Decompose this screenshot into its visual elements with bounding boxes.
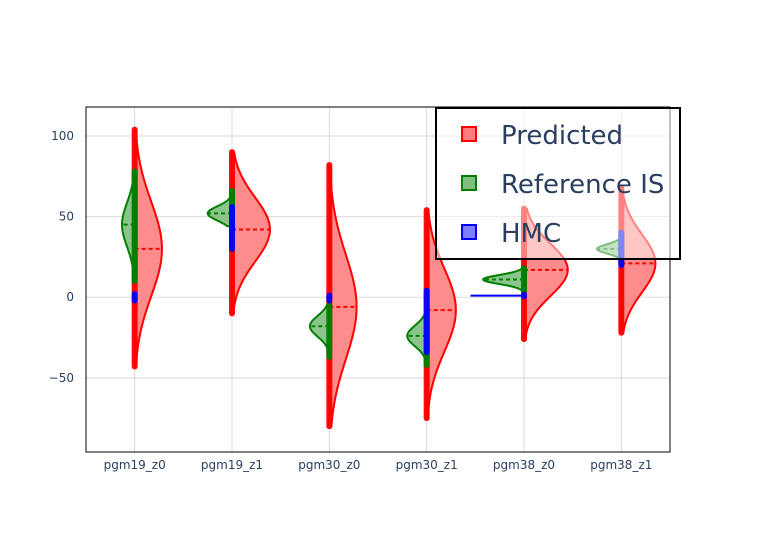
violins: [121, 126, 657, 430]
legend-label-hmc: HMC: [501, 219, 561, 249]
x-tick-label: pgm38_z0: [493, 458, 555, 472]
legend: Predicted Reference IS HMC: [435, 107, 681, 260]
y-tick-label: −50: [49, 371, 74, 385]
violin-predicted-pgm19_z1: [231, 151, 271, 315]
legend-swatch-predicted: [461, 126, 477, 142]
legend-swatch-reference-is: [461, 175, 477, 191]
y-tick-label: 50: [59, 210, 74, 224]
legend-swatch-hmc: [461, 224, 477, 240]
violin-predicted-pgm19_z0: [133, 128, 163, 368]
legend-label-reference-is: Reference IS: [501, 170, 664, 200]
x-tick-label: pgm30_z0: [298, 458, 360, 472]
x-tick-label: pgm19_z1: [201, 458, 263, 472]
y-tick-label: 100: [51, 129, 74, 143]
violin-predicted-pgm30_z1: [425, 209, 457, 420]
x-tick-label: pgm38_z1: [590, 458, 652, 472]
plot-frame: [85, 106, 671, 453]
x-tick-label: pgm30_z1: [396, 458, 458, 472]
legend-label-predicted: Predicted: [501, 121, 623, 151]
y-tick-label: 0: [66, 290, 74, 304]
axes: −50 0 50 100 pgm19_z0 pgm19_z1 pgm30_z0 pgm30_z…: [49, 129, 653, 472]
violin-reference-is-pgm38_z0: [482, 267, 525, 292]
violin-predicted-pgm30_z0: [328, 164, 358, 428]
x-tick-label: pgm19_z0: [104, 458, 166, 472]
